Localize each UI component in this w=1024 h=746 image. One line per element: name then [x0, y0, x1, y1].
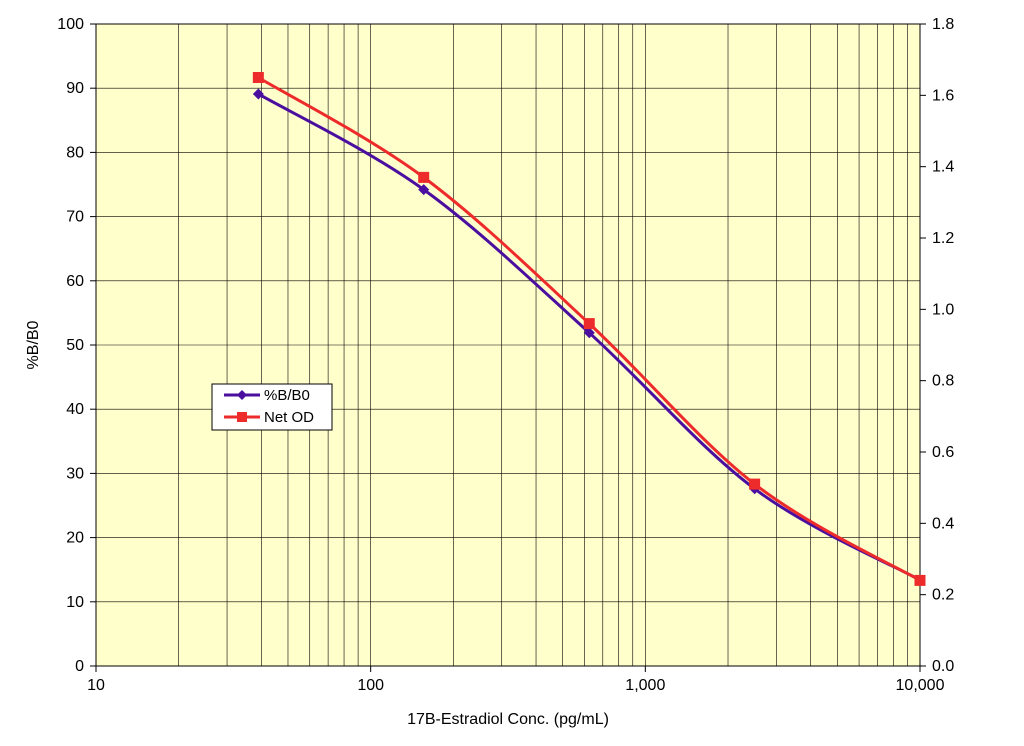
data-point-netod — [583, 318, 595, 330]
legend-label-bb0: %B/B0 — [264, 387, 310, 404]
data-point-netod — [914, 574, 926, 586]
axes: 10 100 1,000 10,00001020304050607080901000.… — [57, 16, 954, 694]
legend-marker-netod — [237, 412, 247, 422]
y2-tick-label: 0.6 — [932, 444, 954, 461]
y2-tick-label: 1.8 — [932, 16, 954, 33]
x-tick-label: 10 — [87, 677, 105, 694]
x-axis-title: 17B-Estradiol Conc. (pg/mL) — [407, 711, 609, 728]
data-point-netod — [749, 478, 761, 490]
y-tick-label: 60 — [66, 273, 84, 290]
x-tick-label: 1,000 — [625, 677, 665, 694]
x-tick-label: 100 — [357, 677, 384, 694]
x-tick-label: 10,000 — [896, 677, 945, 694]
y-tick-label: 10 — [66, 594, 84, 611]
data-point-bb0 — [583, 327, 595, 339]
data-point-bb0 — [252, 88, 264, 100]
legend-box — [211, 383, 333, 431]
y2-tick-label: 0.4 — [932, 515, 954, 532]
legend-marker-bb0 — [237, 390, 247, 400]
y2-tick-label: 0.0 — [932, 658, 954, 675]
y2-tick-label: 1.4 — [932, 159, 954, 176]
legend: %B/B0 Net OD — [211, 383, 333, 431]
y2-tick-label: 1.2 — [932, 230, 954, 247]
y-tick-label: 20 — [66, 530, 84, 547]
y2-tick-label: 1.0 — [932, 301, 954, 318]
y-tick-label: 0 — [75, 658, 84, 675]
y2-tick-label: 0.2 — [932, 587, 954, 604]
y-tick-label: 90 — [66, 80, 84, 97]
data-point-bb0 — [418, 184, 430, 196]
y2-tick-label: 0.8 — [932, 373, 954, 390]
gridlines — [96, 24, 920, 666]
y-tick-label: 30 — [66, 465, 84, 482]
y-tick-label: 40 — [66, 401, 84, 418]
data-point-netod — [252, 72, 264, 83]
y-tick-label: 50 — [66, 337, 84, 354]
y-axis-title: %B/B0 — [25, 320, 42, 369]
y-tick-label: 70 — [66, 209, 84, 226]
y-tick-label: 100 — [57, 16, 84, 33]
data-point-netod — [418, 171, 430, 183]
series-layer — [252, 72, 926, 586]
y-tick-label: 80 — [66, 144, 84, 161]
y2-tick-label: 1.6 — [932, 87, 954, 104]
legend-label-netod: Net OD — [264, 409, 314, 426]
